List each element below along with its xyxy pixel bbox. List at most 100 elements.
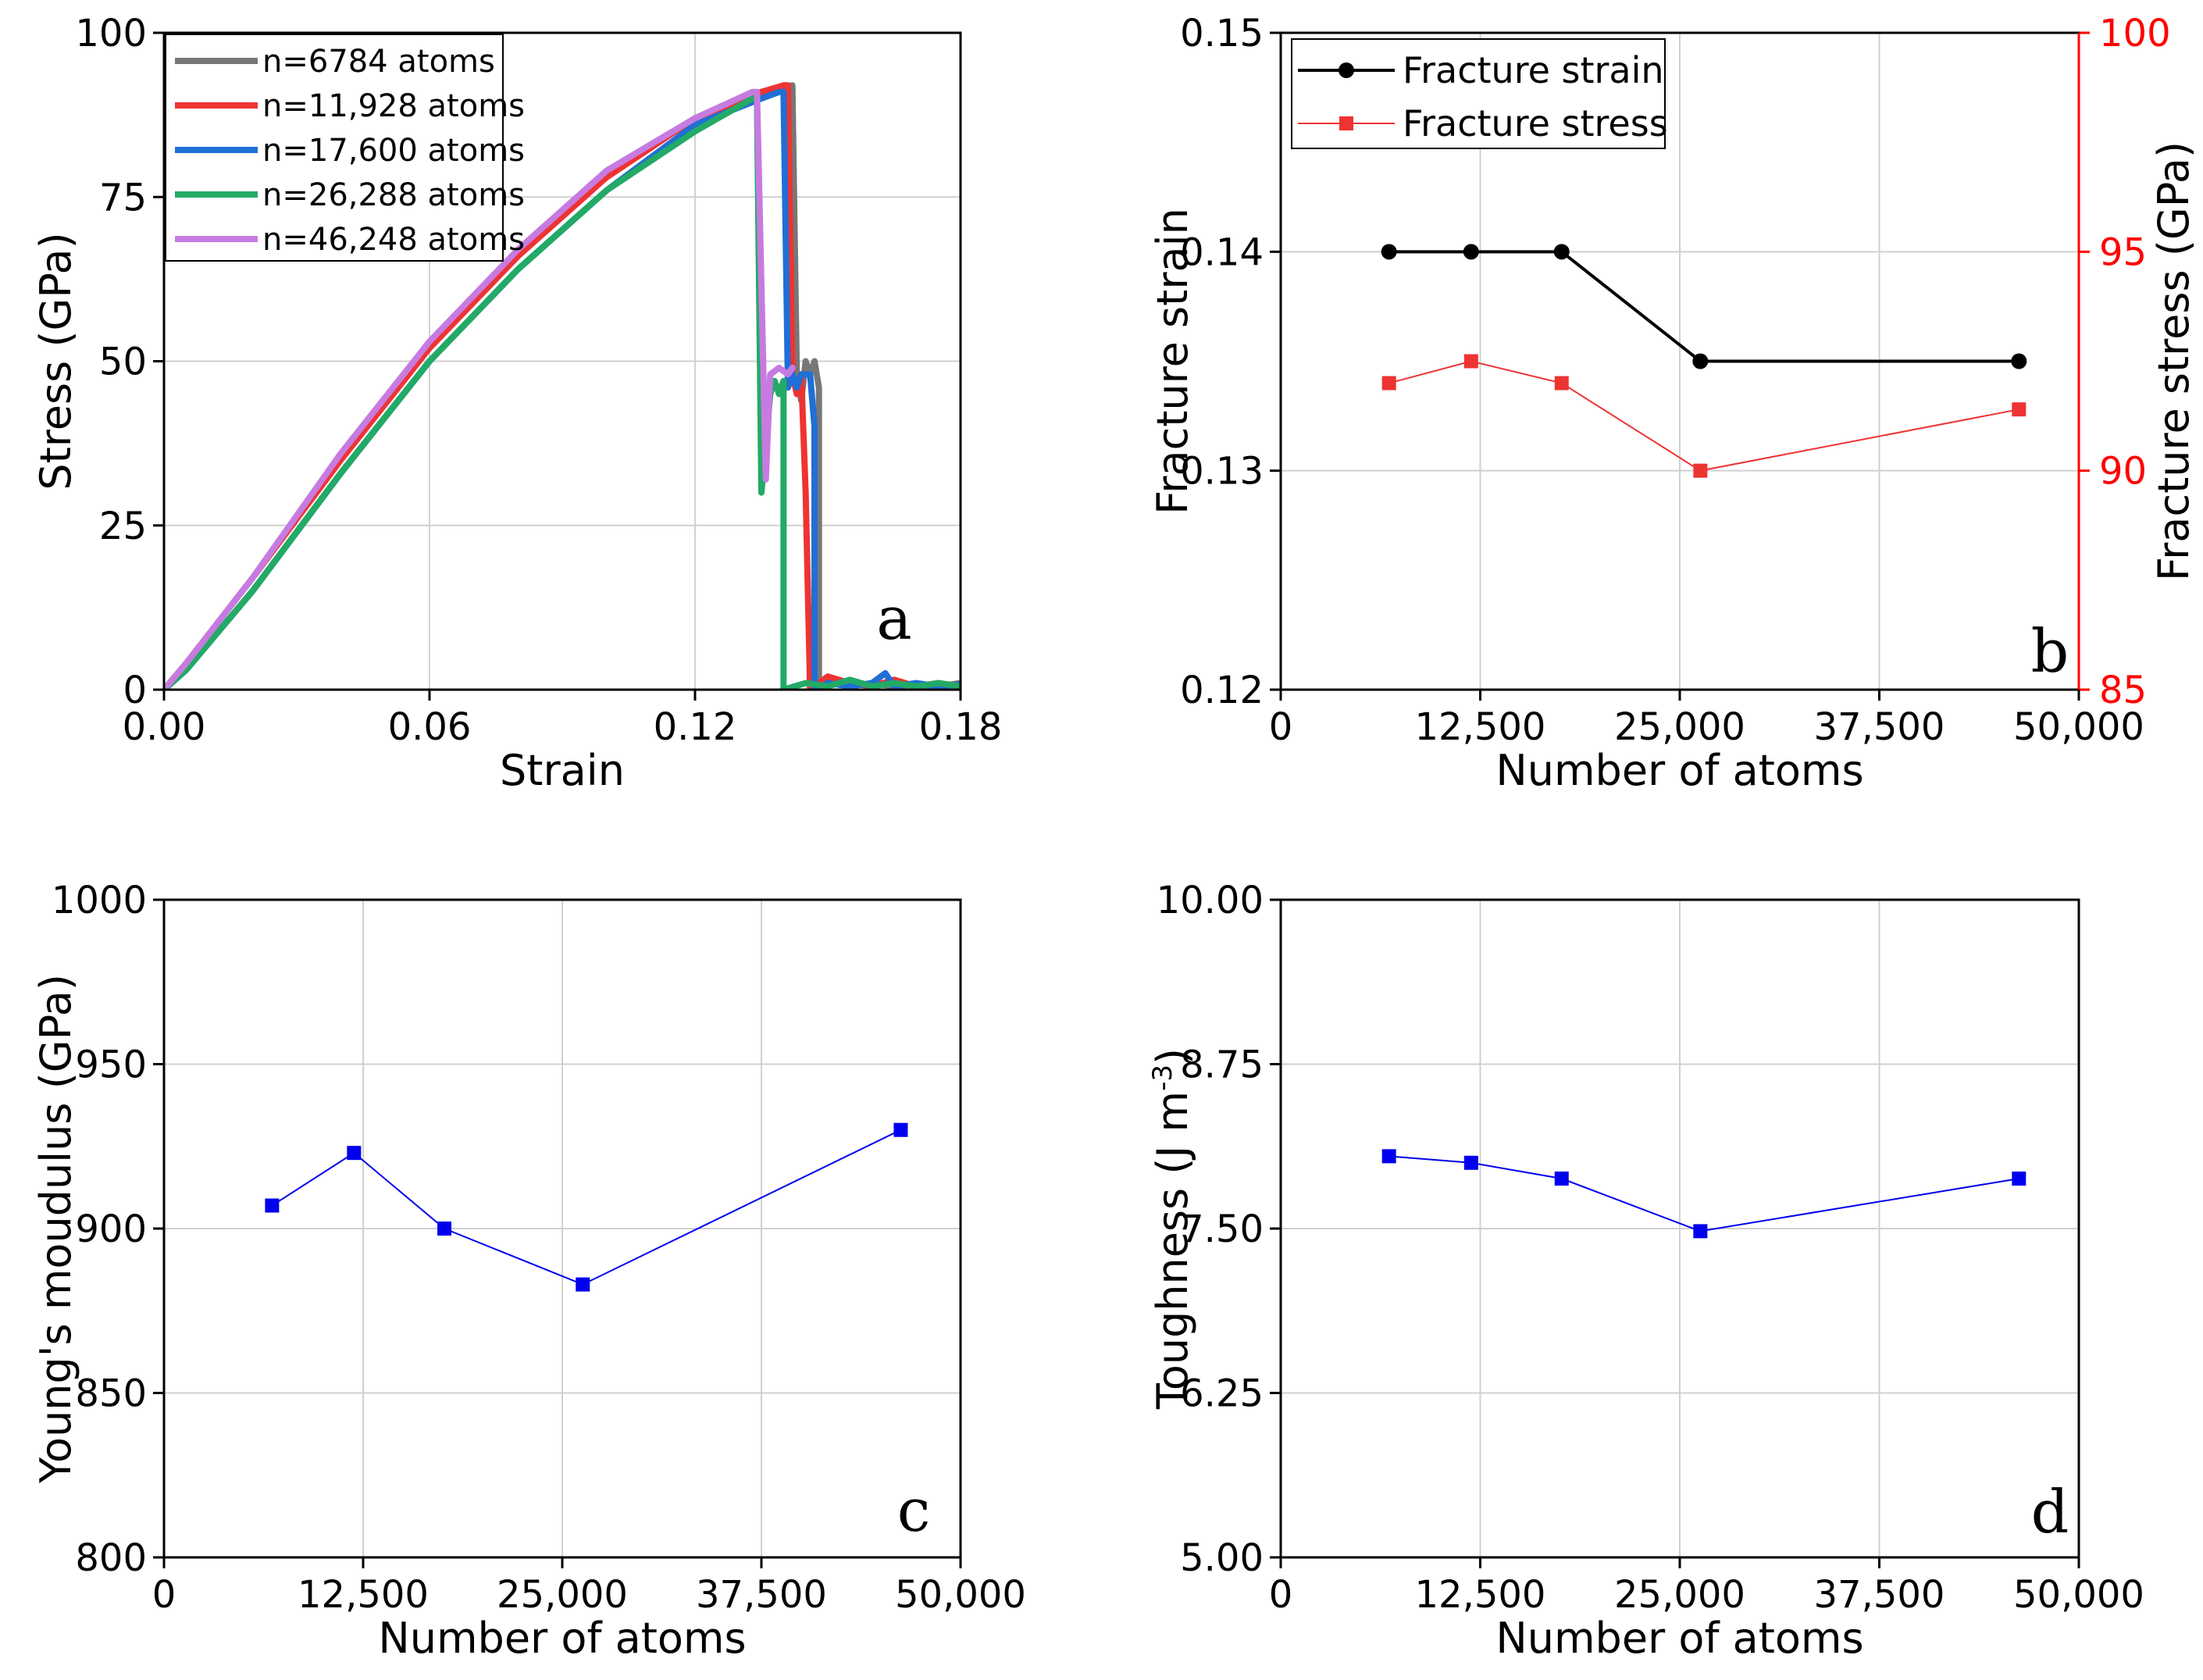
x-tick-label: 37,500	[1814, 1573, 1945, 1617]
data-point	[1463, 1155, 1478, 1170]
y-right-tick-label: 85	[2099, 669, 2147, 712]
x-tick-label: 12,500	[1415, 705, 1546, 749]
x-tick-label: 0.06	[388, 705, 472, 749]
y-tick-label: 850	[75, 1372, 147, 1416]
plot-area	[1381, 1149, 2027, 1239]
y-axis-label: Stress (GPa)	[31, 232, 80, 490]
y-tick-label: 25	[99, 505, 147, 548]
series-line-2	[1388, 360, 2019, 472]
panel-letter: a	[876, 583, 911, 653]
y-tick-label: 0	[123, 669, 147, 712]
panel-letter: c	[897, 1475, 931, 1545]
data-point	[437, 1222, 452, 1236]
x-tick-label: 0	[152, 1573, 176, 1617]
x-tick-label: 0.18	[919, 705, 1003, 749]
y-axis-label: Fracture strain	[1148, 208, 1197, 515]
legend-entry: n=26,288 atoms	[262, 177, 525, 213]
x-tick-label: 0.00	[123, 705, 206, 749]
y-tick-label: 100	[75, 12, 147, 55]
x-tick-label: 25,000	[1614, 1573, 1745, 1617]
x-tick-label: 25,000	[497, 1573, 628, 1617]
legend-entry: n=11,928 atoms	[262, 88, 525, 124]
y-axis-label: Young's moudulus (GPa)	[31, 974, 80, 1484]
plot-area	[1381, 244, 2027, 478]
data-point	[2011, 353, 2027, 369]
plot-frame	[1279, 898, 2080, 1559]
data-point	[1692, 353, 1709, 369]
y-tick-label: 75	[99, 176, 147, 219]
series-line-1	[1388, 250, 2019, 363]
panel-a: 0.00 0.06 0.12 0.18 0 25 50 75 100 Strain Stress (…	[31, 12, 1002, 795]
x-tick-label: 50,000	[895, 1573, 1026, 1617]
x-tick-label: 50,000	[2013, 1573, 2144, 1617]
y-tick-label: 900	[75, 1207, 147, 1251]
data-point	[1554, 1172, 1569, 1186]
y-right-tick-label: 100	[2099, 12, 2171, 55]
data-point	[1463, 354, 1478, 369]
legend-entry: n=46,248 atoms	[262, 222, 525, 258]
y-tick-label: 50	[99, 341, 147, 384]
y-right-axis-label: Fracture stress (GPa)	[2149, 141, 2198, 581]
data-point	[893, 1122, 908, 1137]
x-axis-label: Number of atoms	[378, 1614, 746, 1663]
data-point	[1381, 1149, 1396, 1164]
legend-marker	[1339, 62, 1354, 78]
data-point	[576, 1277, 590, 1292]
x-axis-label: Number of atoms	[1495, 1614, 1863, 1663]
plot-frame	[162, 31, 962, 691]
panel-letter: b	[2031, 616, 2069, 686]
data-point	[1553, 244, 1570, 260]
legend-box	[1291, 38, 1666, 149]
panel-letter: d	[2031, 1477, 2069, 1546]
y-tick-label: 8.75	[1180, 1043, 1264, 1087]
y-tick-label: 7.50	[1180, 1207, 1264, 1251]
y-tick-label: 5.00	[1180, 1536, 1264, 1580]
legend-entry: Fracture strain	[1403, 49, 1664, 91]
x-tick-label: 0	[1269, 1573, 1293, 1617]
x-tick-label: 37,500	[696, 1573, 827, 1617]
y-tick-label: 950	[75, 1043, 147, 1087]
data-point	[1693, 1224, 1708, 1239]
y-tick-label: 0.15	[1180, 12, 1264, 55]
y-right-tick-label: 95	[2099, 230, 2147, 274]
legend-entry: n=17,600 atoms	[262, 133, 525, 169]
legend-entry: Fracture stress	[1403, 102, 1668, 144]
x-tick-label: 12,500	[1415, 1573, 1546, 1617]
plot-area	[265, 1122, 908, 1292]
x-axis-label: Number of atoms	[1495, 746, 1863, 795]
panel-b: 0 12,500 25,000 37,500 50,000 0.12 0.13 0.14 0.1…	[1148, 12, 2198, 795]
y-tick-label: 10.00	[1157, 879, 1264, 922]
data-point	[265, 1198, 280, 1213]
y-axis-label: Toughness (J m-3)	[1147, 1048, 1197, 1410]
data-point	[1463, 244, 1479, 260]
legend-entry: n=6784 atoms	[262, 44, 495, 80]
y-tick-label: 1000	[52, 879, 147, 922]
data-point	[2012, 402, 2027, 417]
y-tick-label: 0.13	[1180, 450, 1264, 494]
x-tick-label: 37,500	[1814, 705, 1945, 749]
x-axis-label: Strain	[500, 746, 625, 795]
y-right-tick-label: 90	[2099, 450, 2147, 494]
data-point	[1381, 376, 1396, 391]
x-tick-label: 12,500	[298, 1573, 429, 1617]
panel-c: 0 12,500 25,000 37,500 50,000 800 850 900 950 100…	[31, 879, 1026, 1663]
series-line-1	[1388, 1155, 2019, 1232]
x-tick-label: 25,000	[1614, 705, 1745, 749]
data-point	[1693, 463, 1708, 478]
panel-d: 0 12,500 25,000 37,500 50,000 5.00 6.25 7.50 8.7…	[1147, 879, 2144, 1663]
y-tick-label: 0.12	[1180, 669, 1264, 712]
plot-area	[164, 82, 961, 690]
x-tick-label: 0	[1269, 705, 1293, 749]
data-point	[347, 1146, 362, 1161]
legend-marker	[1339, 116, 1353, 130]
series-line-5	[164, 88, 796, 690]
data-point	[2012, 1172, 2027, 1186]
series-line-1	[271, 1129, 901, 1286]
x-tick-label: 50,000	[2013, 705, 2144, 749]
data-point	[1381, 244, 1397, 260]
y-tick-label: 6.25	[1180, 1372, 1264, 1416]
y-tick-label: 800	[75, 1536, 147, 1580]
y-tick-label: 0.14	[1180, 230, 1264, 274]
data-point	[1554, 376, 1569, 391]
